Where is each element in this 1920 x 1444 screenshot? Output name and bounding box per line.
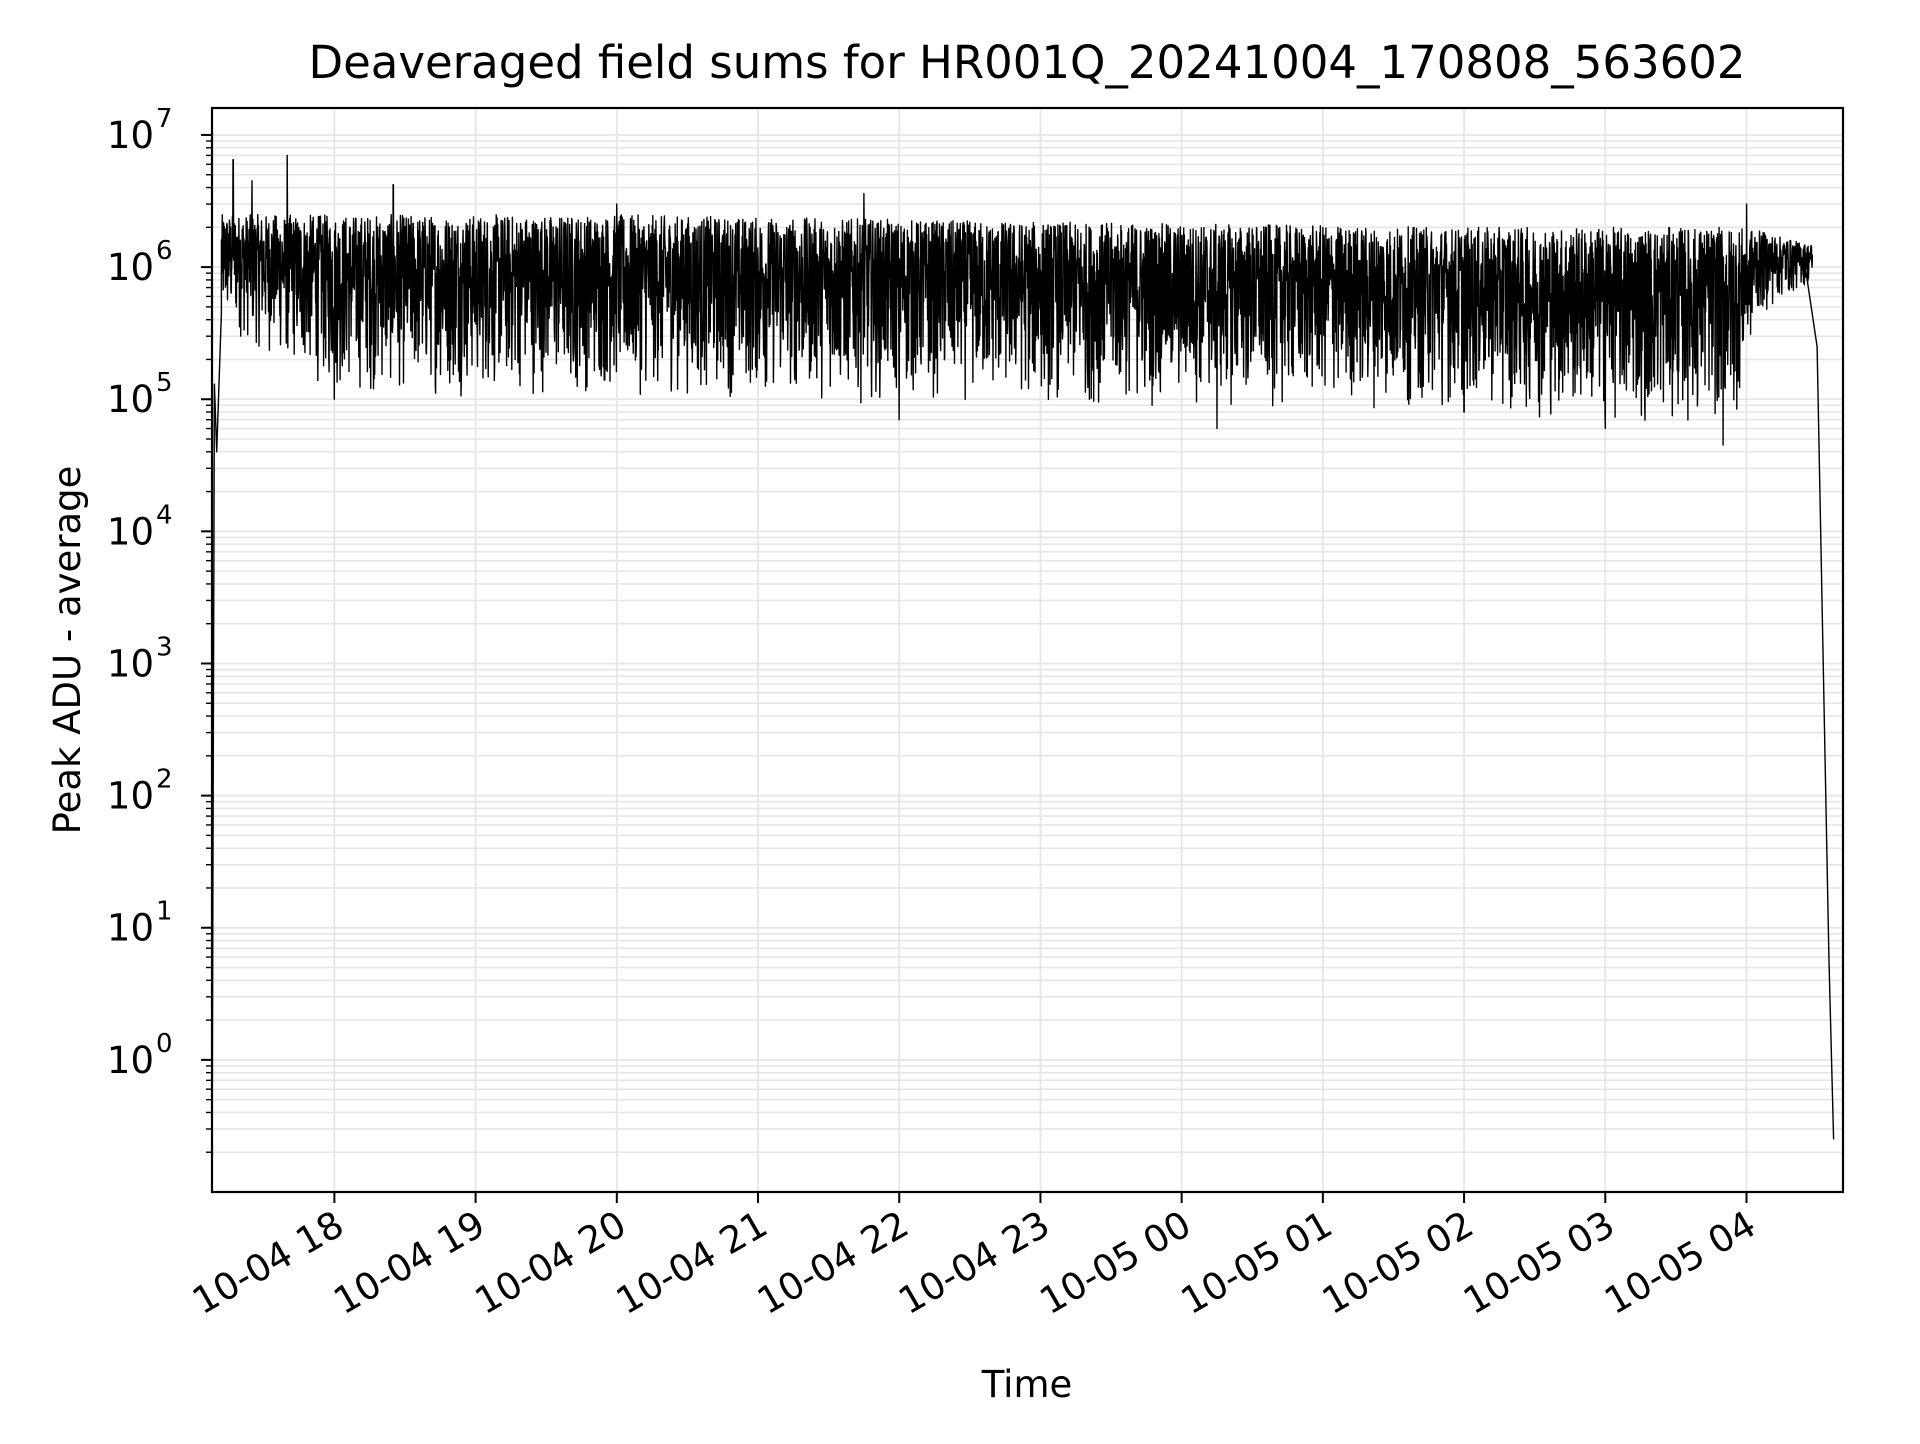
y-tick-label: 10 bbox=[107, 378, 154, 421]
grid-minor bbox=[212, 140, 1843, 1154]
x-axis-label: Time bbox=[981, 1363, 1073, 1406]
y-tick-label: 10 bbox=[107, 510, 154, 553]
plot-frame bbox=[210, 106, 1845, 1194]
series-line bbox=[211, 154, 1835, 1193]
y-tick-exponent: 2 bbox=[156, 765, 173, 795]
y-tick-exponent: 5 bbox=[156, 368, 173, 398]
y-tick-exponent: 7 bbox=[156, 104, 173, 134]
y-tick-label: 10 bbox=[107, 114, 154, 157]
y-tick-label: 10 bbox=[107, 907, 154, 950]
chart-title: Deaveraged field sums for HR001Q_2024100… bbox=[308, 36, 1745, 89]
y-tick-exponent: 1 bbox=[156, 897, 173, 927]
y-tick-label: 10 bbox=[107, 642, 154, 685]
y-tick-label: 10 bbox=[107, 1039, 154, 1082]
y-axis-label: Peak ADU - average bbox=[46, 466, 89, 835]
y-tick-exponent: 6 bbox=[156, 236, 173, 266]
y-tick-exponent: 4 bbox=[156, 500, 173, 530]
y-tick-exponent: 0 bbox=[156, 1029, 173, 1059]
y-tick-label: 10 bbox=[107, 246, 154, 289]
y-tick-exponent: 3 bbox=[156, 632, 173, 662]
y-tick-label: 10 bbox=[107, 775, 154, 818]
series-layer bbox=[211, 154, 1835, 1193]
